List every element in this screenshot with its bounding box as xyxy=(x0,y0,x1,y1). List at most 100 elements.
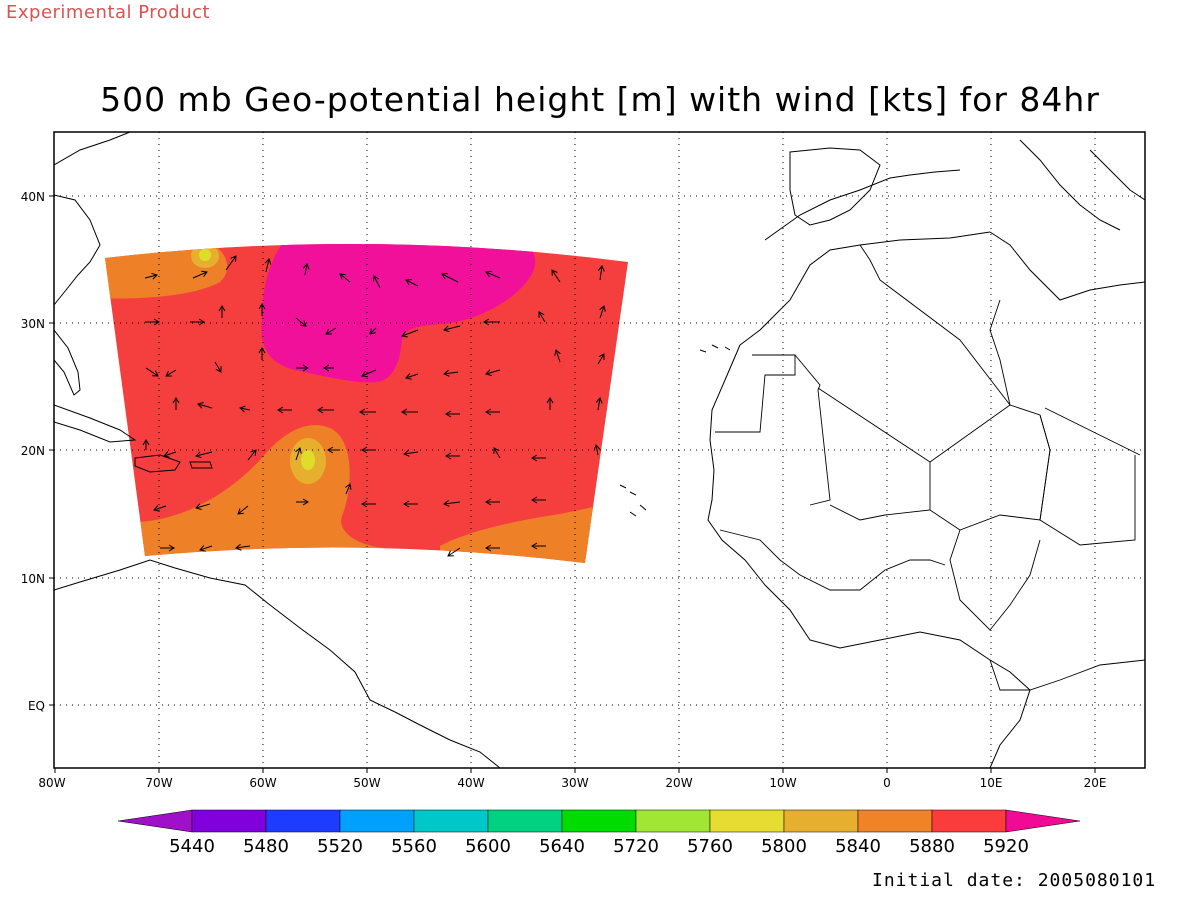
wind-arrow xyxy=(361,369,377,378)
wind-arrow xyxy=(595,397,603,411)
lon-label: 60W xyxy=(249,776,276,790)
wind-arrow xyxy=(485,270,501,279)
colorbar-segment xyxy=(857,809,933,833)
wind-arrow xyxy=(214,361,222,373)
colorbar-segment xyxy=(191,809,267,833)
colorbar-segment xyxy=(413,809,489,833)
florida-coast xyxy=(54,329,81,396)
colorbar-segment xyxy=(487,809,563,833)
colorbar-label: 5880 xyxy=(909,836,955,857)
colorbar-label: 5520 xyxy=(317,836,363,857)
wind-arrow xyxy=(531,454,546,462)
wind-arrow xyxy=(405,279,419,287)
latitude-labels: 40N 30N 20N 10N EQ xyxy=(21,190,45,713)
wind-arrow xyxy=(401,408,418,416)
wind-arrow xyxy=(277,406,292,414)
wind-arrow xyxy=(405,373,419,380)
wind-arrow xyxy=(163,451,177,458)
wind-arrow xyxy=(327,446,340,454)
colorbar-label: 5920 xyxy=(983,836,1029,857)
field-5840-south-west xyxy=(140,425,390,560)
map-title: 500 mb Geo-potential height [m] with win… xyxy=(100,80,1100,119)
colorbar-segment xyxy=(339,809,415,833)
wind-arrow xyxy=(325,327,337,335)
wind-arrow xyxy=(195,451,213,459)
wind-arrow xyxy=(593,444,601,456)
cape-verde-islands xyxy=(619,484,647,517)
wind-arrow xyxy=(483,318,500,326)
lat-label: 40N xyxy=(21,190,45,204)
wind-arrow xyxy=(190,318,205,326)
wind-arrow xyxy=(144,272,158,280)
north-america-coast xyxy=(54,132,131,306)
wind-arrow xyxy=(361,500,376,508)
iberia-coast xyxy=(789,147,881,226)
lon-label: 10E xyxy=(980,776,1003,790)
colorbar-label: 5600 xyxy=(465,836,511,857)
west-africa-coast xyxy=(707,169,1031,768)
colorbar-label: 5800 xyxy=(761,836,807,857)
field-5920-core xyxy=(261,243,536,383)
canary-islands xyxy=(699,344,731,353)
wind-arrow xyxy=(597,353,605,365)
wind-arrow xyxy=(443,500,461,507)
wind-vectors xyxy=(142,255,606,557)
wind-arrow xyxy=(531,542,546,550)
wind-arrow xyxy=(443,369,459,377)
colorbar-label: 5720 xyxy=(613,836,659,857)
lat-label: 30N xyxy=(21,317,45,331)
wind-arrow xyxy=(225,255,237,271)
lon-label: 80W xyxy=(38,776,65,790)
wind-arrow xyxy=(247,449,257,461)
wind-arrow xyxy=(554,349,561,363)
wind-arrow xyxy=(403,449,419,457)
colorbar-segment xyxy=(783,809,859,833)
wind-arrow xyxy=(172,397,180,410)
wind-arrow xyxy=(493,447,501,459)
border-nigeria xyxy=(949,529,1041,631)
wind-arrow xyxy=(443,325,461,333)
border-western-sahara xyxy=(715,354,796,433)
colorbar-segment xyxy=(265,809,341,833)
wind-arrow xyxy=(599,305,606,319)
wind-arrow xyxy=(295,317,307,327)
wind-arrow xyxy=(142,439,150,450)
wind-arrow xyxy=(317,406,334,414)
wind-arrow xyxy=(373,275,381,289)
border-chad xyxy=(1039,414,1136,546)
mediterranean-coast xyxy=(989,231,1145,301)
wind-arrow xyxy=(199,545,213,552)
lon-label: 40W xyxy=(457,776,484,790)
colorbar-segment xyxy=(635,809,711,833)
wind-arrow xyxy=(258,347,266,360)
wind-arrow xyxy=(258,303,266,316)
lat-label: 20N xyxy=(21,444,45,458)
wind-arrow xyxy=(302,263,310,276)
border-libya xyxy=(989,299,1141,456)
color-bar-labels: 5440 5480 5520 5560 5600 5640 5720 5760 … xyxy=(169,836,1029,857)
colorbar-label: 5440 xyxy=(169,836,215,857)
lon-label: 0 xyxy=(883,776,891,790)
lon-label: 50W xyxy=(353,776,380,790)
colorbar-label: 5640 xyxy=(539,836,585,857)
longitude-labels: 80W 70W 60W 50W 40W 30W 20W 10W 0 10E 20… xyxy=(38,776,1106,790)
wind-arrow xyxy=(359,408,376,416)
geopotential-field xyxy=(105,243,628,563)
lon-label: 10W xyxy=(769,776,796,790)
wind-arrow xyxy=(195,503,211,510)
wind-arrow xyxy=(295,447,302,461)
coastlines xyxy=(54,132,1145,768)
wind-arrow xyxy=(441,273,459,283)
colorbar-label: 5480 xyxy=(243,836,289,857)
wind-arrow xyxy=(296,364,309,372)
lon-label: 70W xyxy=(145,776,172,790)
wind-arrow xyxy=(145,318,160,326)
wind-arrow xyxy=(192,270,208,279)
wind-arrow xyxy=(361,446,376,454)
wind-arrow xyxy=(345,483,352,495)
border-niger xyxy=(929,404,1051,531)
wind-arrow xyxy=(339,273,351,283)
wind-arrow xyxy=(538,311,546,323)
cuba-coast xyxy=(54,404,137,443)
wind-arrow xyxy=(485,498,500,506)
